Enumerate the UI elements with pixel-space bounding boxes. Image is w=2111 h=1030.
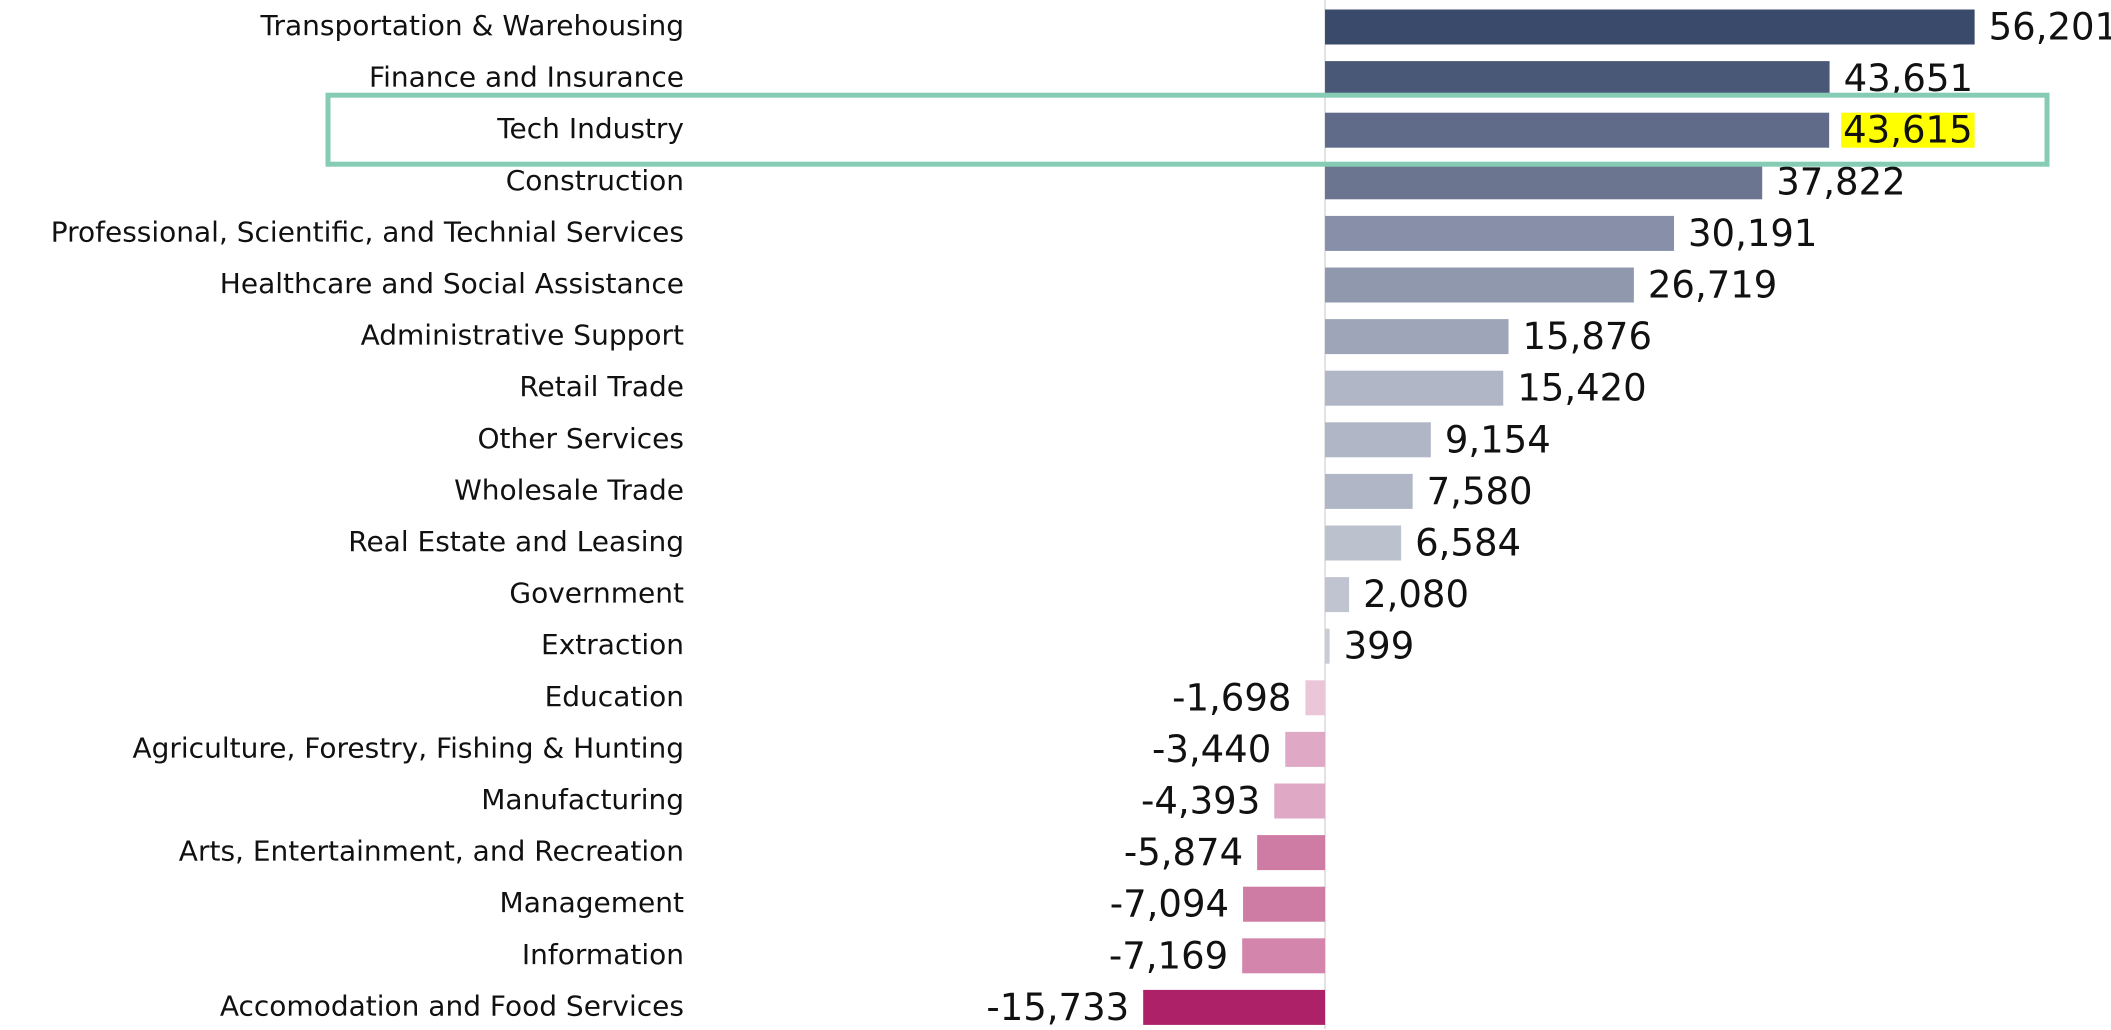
- highlight-layer: [1841, 112, 1975, 148]
- value-label: 6,584: [1415, 522, 1521, 565]
- category-label: Real Estate and Leasing: [348, 525, 684, 558]
- bar: [1325, 319, 1509, 355]
- category-label: Tech Industry: [496, 112, 684, 145]
- bar: [1325, 112, 1830, 148]
- category-label: Finance and Insurance: [369, 61, 684, 94]
- category-label: Administrative Support: [361, 319, 684, 352]
- category-label: Retail Trade: [519, 370, 684, 403]
- category-label: Transportation & Warehousing: [260, 9, 685, 42]
- category-label: Wholesale Trade: [454, 473, 684, 506]
- category-label: Construction: [506, 164, 684, 197]
- value-label: -5,874: [1124, 831, 1243, 874]
- value-label: -7,169: [1109, 934, 1228, 977]
- category-label: Government: [509, 577, 684, 610]
- category-label: Information: [522, 938, 684, 971]
- category-label: Other Services: [478, 422, 684, 455]
- category-label: Manufacturing: [481, 783, 684, 816]
- bar: [1325, 422, 1431, 458]
- category-label: Healthcare and Social Assistance: [220, 267, 684, 300]
- value-label: -15,733: [986, 986, 1129, 1029]
- value-label: 9,154: [1445, 418, 1551, 461]
- value-label: 43,615: [1843, 109, 1972, 152]
- bar: [1325, 267, 1634, 303]
- bar: [1325, 215, 1674, 251]
- bar: [1274, 783, 1326, 819]
- category-label: Extraction: [541, 628, 684, 661]
- bar: [1325, 9, 1975, 45]
- value-label: -1,698: [1172, 676, 1291, 719]
- bar: [1325, 577, 1350, 613]
- bar: [1143, 989, 1326, 1025]
- bar: [1325, 164, 1763, 200]
- category-label: Management: [500, 886, 684, 919]
- bar: [1285, 731, 1326, 767]
- value-label: 26,719: [1648, 264, 1777, 307]
- bar: [1242, 938, 1326, 974]
- category-label: Accomodation and Food Services: [220, 989, 684, 1022]
- bar: [1257, 835, 1326, 871]
- category-label: Agriculture, Forestry, Fishing & Hunting: [132, 731, 684, 764]
- value-label: 15,876: [1523, 315, 1652, 358]
- value-label: 15,420: [1517, 367, 1646, 410]
- value-label: 2,080: [1363, 573, 1469, 616]
- bar: [1243, 886, 1326, 922]
- value-label: 56,201: [1989, 6, 2111, 49]
- category-label: Professional, Scientific, and Technial S…: [51, 215, 684, 248]
- category-label: Arts, Entertainment, and Recreation: [179, 835, 684, 868]
- bar: [1325, 370, 1504, 406]
- value-label: -3,440: [1152, 728, 1271, 771]
- bar: [1325, 525, 1402, 561]
- bar: [1305, 680, 1326, 716]
- value-label: 37,822: [1776, 160, 1905, 203]
- bar: [1325, 61, 1830, 97]
- bar: [1325, 628, 1330, 664]
- value-label: 399: [1344, 625, 1415, 668]
- value-label-highlight: [1841, 112, 1975, 148]
- value-label: 30,191: [1688, 212, 1817, 255]
- value-label: -4,393: [1141, 780, 1260, 823]
- category-label: Education: [545, 680, 684, 713]
- value-label: -7,094: [1110, 883, 1229, 926]
- value-label: 7,580: [1427, 470, 1533, 513]
- bar: [1325, 473, 1413, 509]
- highlight-box: [325, 92, 2050, 167]
